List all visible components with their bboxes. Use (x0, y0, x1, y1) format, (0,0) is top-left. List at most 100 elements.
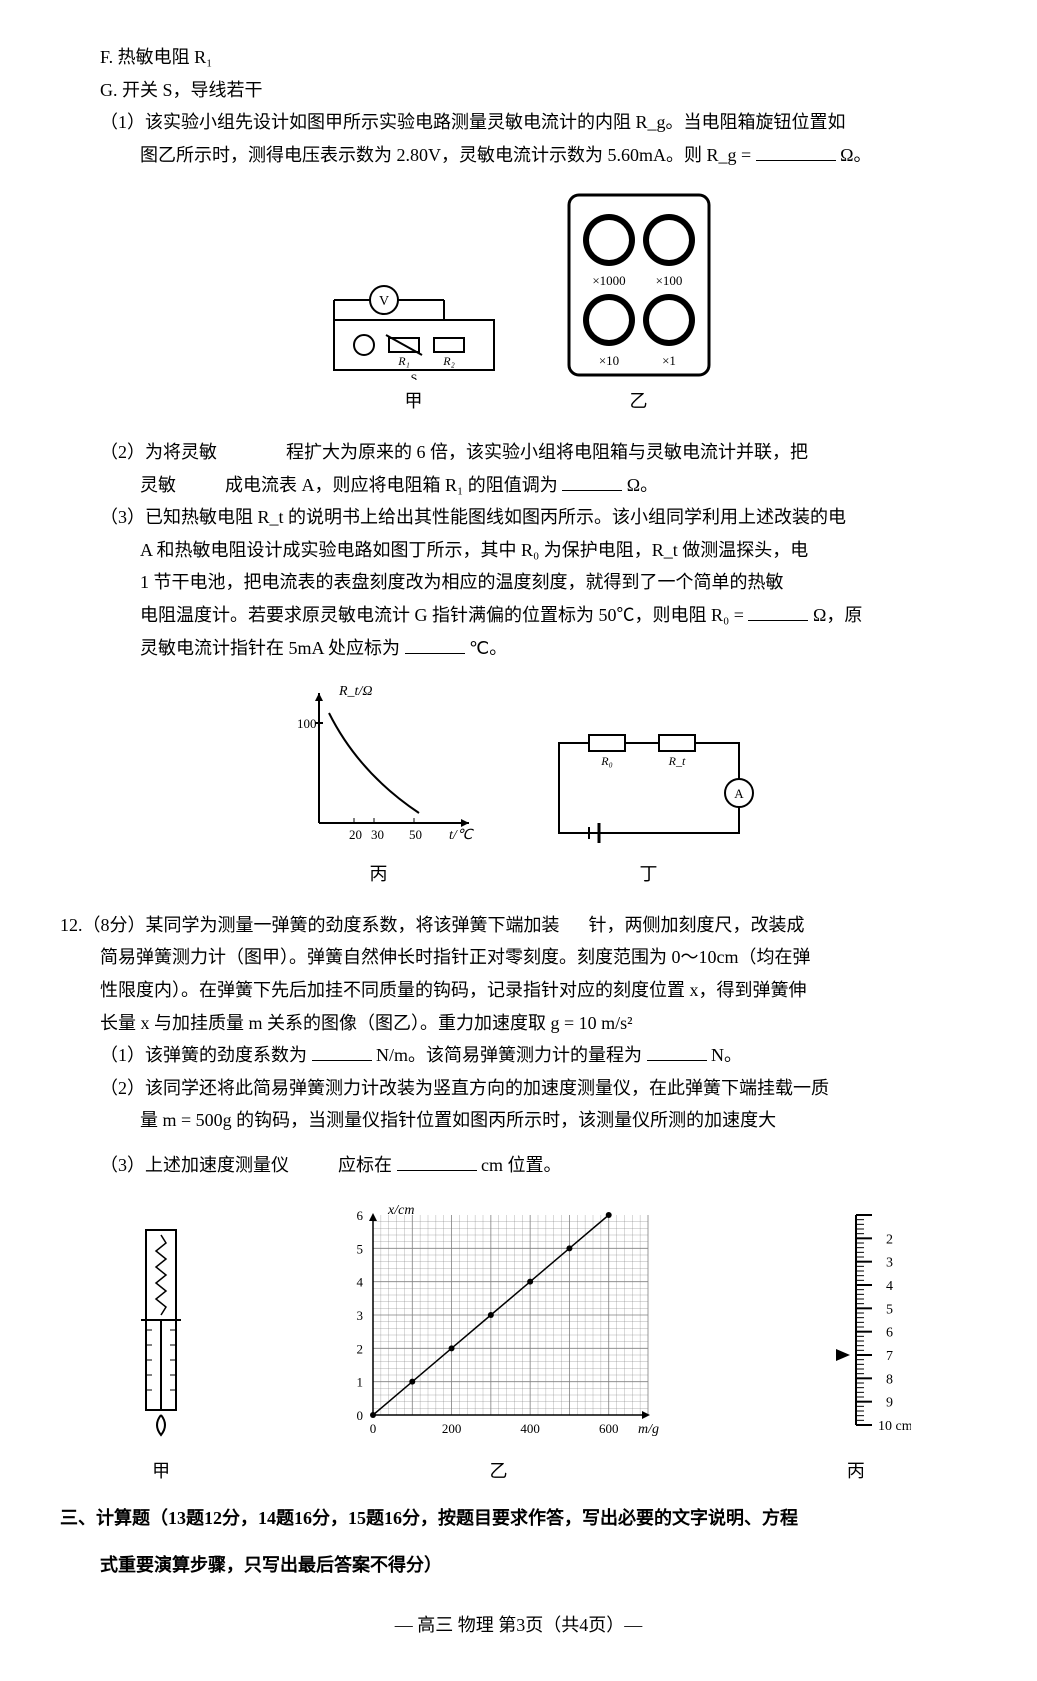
item-g: G. 开关 S，导线若干 (60, 75, 977, 106)
q12-p2-l1: （2）该同学还将此简易弹簧测力计改装为竖直方向的加速度测量仪，在此弹簧下端挂载一… (60, 1073, 977, 1104)
spring-scale-icon (126, 1220, 196, 1450)
fig-ding-caption: 丁 (640, 859, 658, 890)
resistance-box-icon: ×1000 ×100 ×10 ×1 (564, 190, 714, 380)
svg-text:2: 2 (886, 1233, 893, 1248)
fig-jia-col: V R₁ R₂ S 甲 (324, 270, 504, 417)
q12-l4: 长量 x 与加挂质量 m 关系的图像（图乙）。重力加速度取 g = 10 m/s… (60, 1008, 977, 1039)
fig-bing-caption: 丙 (370, 859, 388, 890)
q12-l2: 简易弹簧测力计（图甲）。弹簧自然伸长时指针正对零刻度。刻度范围为 0～10cm（… (60, 942, 977, 973)
svg-text:S: S (410, 371, 417, 380)
q12-fig-row: 甲 01234560200400600x/cmm/g 乙 2345678910 … (60, 1200, 977, 1487)
q12-p1-u2: N。 (711, 1045, 742, 1065)
q12-l3: 性限度内）。在弹簧下先后加挂不同质量的钩码，记录指针对应的刻度位置 x，得到弹簧… (60, 975, 977, 1006)
svg-text:m/g: m/g (638, 1422, 659, 1437)
q12-bing-cap: 丙 (847, 1456, 865, 1487)
page-footer: — 高三 物理 第3页（共4页）— (60, 1610, 977, 1641)
q11-fig-row-1: V R₁ R₂ S 甲 (60, 190, 977, 417)
svg-text:t/℃: t/℃ (449, 828, 475, 843)
q12-p1: （1）该弹簧的劲度系数为 N/m。该简易弹簧测力计的量程为 N。 (60, 1040, 977, 1071)
q11-p1-text: 图乙所示时，测得电压表示数为 2.80V，灵敏电流计示数为 5.60mA。则 R… (140, 145, 751, 165)
fig-yi-caption: 乙 (630, 386, 648, 417)
svg-text:50: 50 (409, 827, 422, 842)
section3-head2: 式重要演算步骤，只写出最后答案不得分） (60, 1550, 977, 1581)
q12-p2-l2: 量 m = 500g 的钩码，当测量仪指针位置如图丙所示时，该测量仪所测的加速度… (60, 1105, 977, 1136)
blank-rg[interactable] (756, 142, 836, 161)
svg-text:A: A (734, 786, 744, 801)
svg-text:5: 5 (886, 1303, 893, 1318)
svg-text:8: 8 (886, 1373, 893, 1388)
q12-jia-cap: 甲 (152, 1456, 170, 1487)
q12-head: 12.（8分）某同学为测量一弹簧的劲度系数，将该弹簧下端加装 针，两侧加刻度尺，… (60, 910, 977, 941)
q11-p2-b: 程扩大为原来的 6 倍，该实验小组将电阻箱与灵敏电流计并联，把 (286, 442, 808, 462)
q11-p3-u2: ℃。 (469, 638, 507, 658)
q12-p3-u: cm 位置。 (481, 1155, 562, 1175)
q12-p3-a: （3）上述加速度测量仪 (100, 1155, 289, 1175)
fig-bing-col: R_t/Ω t/℃ 100 20 30 50 丙 (279, 683, 479, 890)
blank-r1[interactable] (562, 472, 622, 491)
fig-ding-col: R₀ R_t A 丁 (539, 723, 759, 890)
svg-text:0: 0 (357, 1408, 364, 1423)
svg-text:×1000: ×1000 (592, 273, 625, 288)
q11-p3-l1: （3）已知热敏电阻 R_t 的说明书上给出其性能图线如图丙所示。该小组同学利用上… (60, 502, 977, 533)
blank-k[interactable] (312, 1042, 372, 1061)
svg-text:7: 7 (886, 1349, 893, 1364)
q11-p2-line1: （2）为将灵敏 程扩大为原来的 6 倍，该实验小组将电阻箱与灵敏电流计并联，把 (60, 437, 977, 468)
item-f: F. 热敏电阻 R₁ (60, 42, 977, 73)
q12-p3: （3）上述加速度测量仪 应标在 cm 位置。 (60, 1150, 977, 1181)
q11-p1-line2: 图乙所示时，测得电压表示数为 2.80V，灵敏电流计示数为 5.60mA。则 R… (60, 140, 977, 171)
q11-fig-row-2: R_t/Ω t/℃ 100 20 30 50 丙 R₀ R_t A 丁 (60, 683, 977, 890)
blank-temp[interactable] (405, 635, 465, 654)
svg-text:600: 600 (599, 1421, 619, 1436)
svg-text:2: 2 (357, 1342, 364, 1357)
svg-text:5: 5 (357, 1242, 364, 1257)
svg-text:R₀: R₀ (600, 754, 613, 768)
svg-text:0: 0 (370, 1421, 377, 1436)
circuit-ding-icon: R₀ R_t A (539, 723, 759, 853)
q11-p3-u1: Ω，原 (813, 605, 862, 625)
q11-p2-a: （2）为将灵敏 (100, 442, 217, 462)
fig-yi-col: ×1000 ×100 ×10 ×1 乙 (564, 190, 714, 417)
q12-fig-jia: 甲 (126, 1220, 196, 1487)
svg-text:3: 3 (357, 1308, 364, 1323)
q11-p2-unit: Ω。 (627, 475, 658, 495)
spacer (60, 1138, 977, 1148)
blank-range[interactable] (647, 1042, 707, 1061)
q11-p3-d: 电阻温度计。若要求原灵敏电流计 G 指针满偏的位置标为 50℃，则电阻 R₀ = (140, 605, 744, 625)
svg-text:×100: ×100 (655, 273, 682, 288)
svg-text:1: 1 (357, 1375, 364, 1390)
q11-p3-l4: 电阻温度计。若要求原灵敏电流计 G 指针满偏的位置标为 50℃，则电阻 R₀ =… (60, 600, 977, 631)
svg-text:R_t/Ω: R_t/Ω (338, 684, 372, 699)
svg-text:10 cm: 10 cm (878, 1419, 911, 1434)
svg-text:3: 3 (886, 1256, 893, 1271)
q11-p2-d: 成电流表 A，则应将电阻箱 R₁ 的阻值调为 (225, 475, 558, 495)
q11-p3-l3: 1 节干电池，把电流表的表盘刻度改为相应的温度刻度，就得到了一个简单的热敏 (60, 567, 977, 598)
q11-p3-l5: 灵敏电流计指针在 5mA 处应标为 ℃。 (60, 633, 977, 664)
svg-text:×10: ×10 (598, 353, 618, 368)
blank-r0[interactable] (748, 602, 808, 621)
svg-text:6: 6 (357, 1208, 364, 1223)
svg-text:R_t: R_t (667, 754, 685, 768)
q12-p1-a: （1）该弹簧的劲度系数为 (100, 1045, 307, 1065)
svg-text:×1: ×1 (662, 353, 676, 368)
q11-p3-l2: A 和热敏电阻设计成实验电路如图丁所示，其中 R₀ 为保护电阻，R_t 做测温探… (60, 535, 977, 566)
section3-head: 三、计算题（13题12分，14题16分，15题16分，按题目要求作答，写出必要的… (60, 1503, 977, 1534)
q11-p1-unit: Ω。 (840, 145, 871, 165)
q11-p3-e: 灵敏电流计指针在 5mA 处应标为 (140, 638, 400, 658)
svg-text:9: 9 (886, 1396, 893, 1411)
svg-text:R₂: R₂ (442, 354, 455, 368)
ruler-bing: 2345678910 cm (801, 1200, 911, 1450)
q12-head-a: 12.（8分）某同学为测量一弹簧的劲度系数，将该弹簧下端加装 (60, 915, 560, 935)
q12-yi-cap: 乙 (489, 1456, 507, 1487)
q11-p2-line2: 灵敏 成电流表 A，则应将电阻箱 R₁ 的阻值调为 Ω。 (60, 470, 977, 501)
q11-p1-line1: （1）该实验小组先设计如图甲所示实验电路测量灵敏电流计的内阻 R_g。当电阻箱旋… (60, 107, 977, 138)
svg-text:30: 30 (371, 827, 384, 842)
fig-jia-caption: 甲 (405, 386, 423, 417)
circuit-jia-icon: V R₁ R₂ S (324, 270, 504, 380)
svg-text:4: 4 (886, 1279, 893, 1294)
svg-text:20: 20 (349, 827, 362, 842)
blank-pos[interactable] (397, 1152, 477, 1171)
svg-text:R₁: R₁ (397, 354, 410, 368)
svg-text:V: V (378, 294, 388, 309)
svg-text:400: 400 (521, 1421, 541, 1436)
svg-text:4: 4 (357, 1275, 364, 1290)
